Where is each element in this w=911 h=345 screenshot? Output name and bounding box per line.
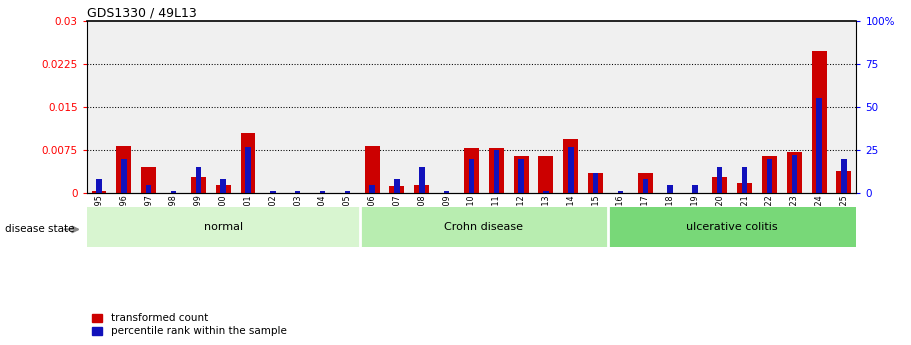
Bar bbox=[538, 156, 553, 193]
Bar bbox=[241, 133, 255, 193]
Bar bbox=[762, 156, 777, 193]
Bar bbox=[618, 191, 623, 193]
Bar bbox=[787, 152, 802, 193]
Bar bbox=[216, 185, 230, 193]
Bar bbox=[270, 191, 275, 193]
Bar bbox=[444, 191, 449, 193]
Bar bbox=[589, 173, 603, 193]
Bar bbox=[692, 185, 698, 193]
Bar bbox=[295, 191, 301, 193]
Bar bbox=[668, 185, 673, 193]
Bar bbox=[563, 139, 578, 193]
Text: GDS1330 / 49L13: GDS1330 / 49L13 bbox=[87, 7, 196, 20]
Bar bbox=[816, 98, 822, 193]
Bar bbox=[737, 183, 752, 193]
Bar bbox=[717, 167, 722, 193]
Text: disease state: disease state bbox=[5, 225, 74, 234]
Bar bbox=[364, 146, 380, 193]
Bar bbox=[489, 148, 504, 193]
Bar bbox=[841, 159, 846, 193]
Bar bbox=[245, 147, 251, 193]
Bar bbox=[767, 159, 773, 193]
Bar bbox=[170, 191, 176, 193]
Bar bbox=[593, 172, 599, 193]
Bar bbox=[394, 179, 400, 193]
Bar bbox=[91, 191, 107, 193]
Text: normal: normal bbox=[203, 222, 242, 232]
Bar bbox=[464, 148, 479, 193]
Bar bbox=[390, 186, 404, 193]
Bar bbox=[543, 191, 548, 193]
Bar bbox=[836, 171, 852, 193]
Bar bbox=[97, 179, 102, 193]
Bar bbox=[196, 167, 201, 193]
Bar bbox=[742, 167, 747, 193]
Bar bbox=[712, 177, 727, 193]
Bar bbox=[87, 207, 360, 247]
Bar bbox=[141, 167, 156, 193]
Bar bbox=[642, 179, 648, 193]
Bar bbox=[369, 185, 374, 193]
Bar bbox=[494, 150, 499, 193]
Bar bbox=[469, 159, 474, 193]
Bar bbox=[360, 207, 608, 247]
Bar bbox=[419, 167, 425, 193]
Bar bbox=[608, 207, 856, 247]
Bar bbox=[638, 173, 652, 193]
Bar bbox=[320, 191, 325, 193]
Bar bbox=[220, 179, 226, 193]
Bar bbox=[117, 146, 131, 193]
Text: Crohn disease: Crohn disease bbox=[445, 222, 523, 232]
Bar bbox=[121, 159, 127, 193]
Bar bbox=[518, 159, 524, 193]
Bar bbox=[146, 185, 151, 193]
Bar bbox=[792, 155, 797, 193]
Bar bbox=[514, 156, 528, 193]
Bar bbox=[415, 185, 429, 193]
Bar bbox=[190, 177, 206, 193]
Bar bbox=[568, 147, 574, 193]
Bar bbox=[344, 191, 350, 193]
Text: ulcerative colitis: ulcerative colitis bbox=[686, 222, 778, 232]
Bar bbox=[812, 51, 826, 193]
Legend: transformed count, percentile rank within the sample: transformed count, percentile rank withi… bbox=[92, 313, 286, 336]
